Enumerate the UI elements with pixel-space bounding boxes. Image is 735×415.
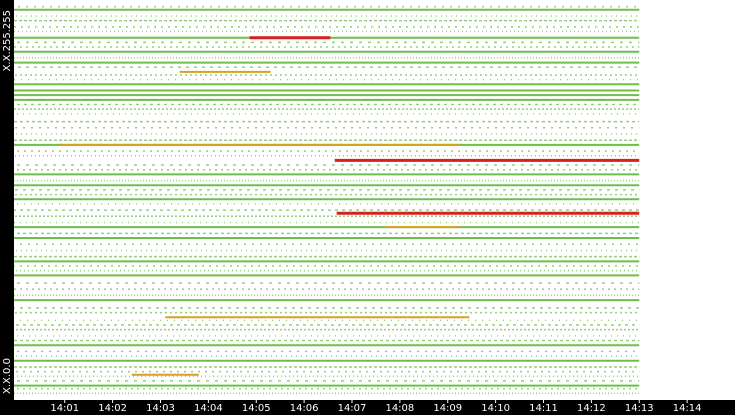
x-tick-label: 14:11 (529, 403, 558, 414)
x-tick-label: 14:04 (194, 403, 223, 414)
x-tick-label: 14:03 (146, 403, 175, 414)
x-tick-label: 14:01 (50, 403, 79, 414)
x-tick-label: 14:14 (673, 403, 702, 414)
axes: 14:01 14:02 14:03 14:04 14:05 14:06 14:07 14:08… (2, 10, 702, 414)
y-axis-bar (0, 0, 14, 415)
x-tick-label: 14:07 (338, 403, 367, 414)
y-tick-label: X.X.0.0 (2, 358, 13, 394)
y-tick-label: X.X.255.255 (2, 10, 13, 71)
x-tick-label: 14:08 (385, 403, 414, 414)
x-tick-label: 14:05 (242, 403, 271, 414)
x-tick-label: 14:10 (481, 403, 510, 414)
x-tick-label: 14:13 (625, 403, 654, 414)
x-tick-label: 14:06 (290, 403, 319, 414)
x-tick-label: 14:12 (577, 403, 606, 414)
plot-area (14, 5, 640, 395)
x-axis-bar (0, 400, 735, 415)
x-tick-label: 14:09 (433, 403, 462, 414)
x-tick-label: 14:02 (98, 403, 127, 414)
